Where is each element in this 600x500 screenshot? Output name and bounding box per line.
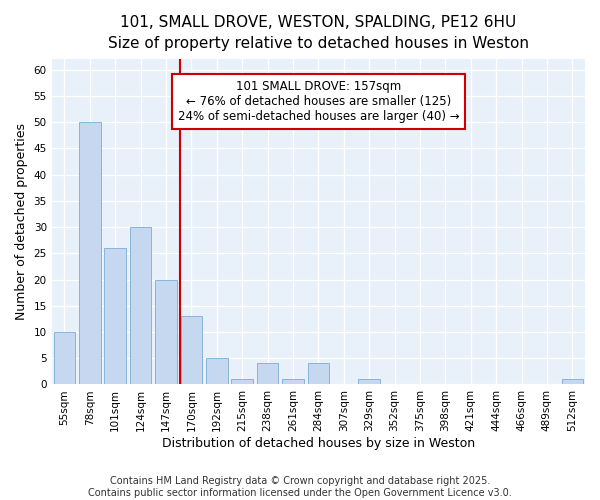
Text: Contains HM Land Registry data © Crown copyright and database right 2025.
Contai: Contains HM Land Registry data © Crown c… (88, 476, 512, 498)
Bar (562, 379, 583, 384)
Text: 101 SMALL DROVE: 157sqm
← 76% of detached houses are smaller (125)
24% of semi-d: 101 SMALL DROVE: 157sqm ← 76% of detache… (178, 80, 459, 124)
Bar (257, 364, 278, 384)
Bar (130, 227, 151, 384)
Bar (181, 316, 202, 384)
Bar (308, 364, 329, 384)
Y-axis label: Number of detached properties: Number of detached properties (15, 124, 28, 320)
Bar (79, 122, 101, 384)
Bar (358, 379, 380, 384)
Bar (155, 280, 177, 384)
Bar (232, 379, 253, 384)
Bar (206, 358, 227, 384)
Bar (282, 379, 304, 384)
X-axis label: Distribution of detached houses by size in Weston: Distribution of detached houses by size … (162, 437, 475, 450)
Title: 101, SMALL DROVE, WESTON, SPALDING, PE12 6HU
Size of property relative to detach: 101, SMALL DROVE, WESTON, SPALDING, PE12… (108, 15, 529, 51)
Bar (53, 332, 75, 384)
Bar (104, 248, 126, 384)
